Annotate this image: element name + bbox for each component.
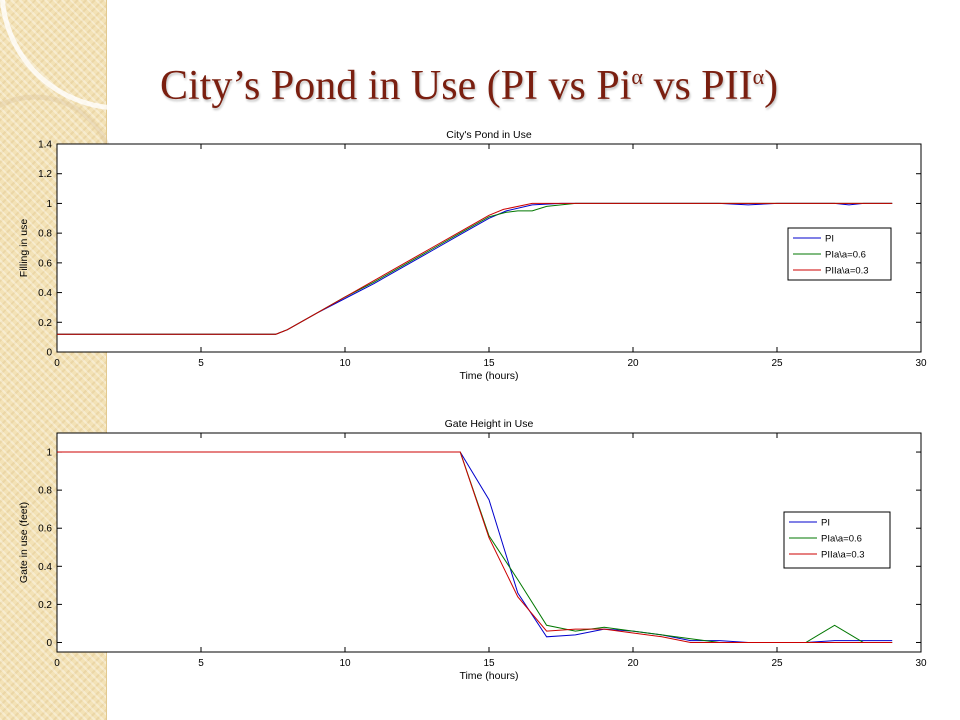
chart1-ytick-label: 0.2 <box>38 318 52 329</box>
chart2-xtick-label: 25 <box>771 658 783 669</box>
chart2-group: Gate Height in Use 0 5 10 15 20 25 30 0 0.2 0.4 0.6… <box>18 418 927 682</box>
chart2-legend-label-1: PIa\a=0.6 <box>821 534 862 545</box>
chart2-ytick-label: 0.6 <box>38 524 52 535</box>
chart1-ytick-label: 1.4 <box>38 140 52 151</box>
chart1-ylabel: Filling in use <box>18 219 30 278</box>
chart1-ytick-label: 0.6 <box>38 258 52 269</box>
chart1-xtick-label: 25 <box>771 358 783 369</box>
chart2-legend: PI PIa\a=0.6 PIIa\a=0.3 <box>783 511 891 569</box>
chart2-ytick-label: 0 <box>46 638 52 649</box>
chart1-xtick-label: 20 <box>627 358 639 369</box>
chart1-xtick-label: 5 <box>198 358 204 369</box>
chart1-xtick-label: 10 <box>339 358 351 369</box>
chart1-xtick-label: 15 <box>483 358 495 369</box>
slide-title: City’s Pond in Use (PI vs Piα vs PIIα) <box>160 62 778 110</box>
chart2-xtick-label: 5 <box>198 658 204 669</box>
side-decorative-band <box>0 0 107 720</box>
chart2-xtick-label: 0 <box>54 658 60 669</box>
chart2-series-line-1 <box>57 451 893 643</box>
chart1-ytick-label: 1.2 <box>38 169 52 180</box>
chart2-xtick-label: 20 <box>627 658 639 669</box>
chart2-plot-frame <box>56 432 922 653</box>
chart1-ytick-label: 0.8 <box>38 229 52 240</box>
title-mid: vs PII <box>642 63 753 109</box>
title-alpha-1: α <box>631 64 643 89</box>
chart1-legend-label-0: PI <box>825 234 834 245</box>
title-end: ) <box>764 63 779 109</box>
chart2-title: Gate Height in Use <box>445 418 534 430</box>
chart2-ytick-label: 1 <box>46 448 52 459</box>
chart2-xlabel: Time (hours) <box>459 670 518 682</box>
title-alpha-2: α <box>752 64 765 89</box>
chart1-legend-label-1: PIa\a=0.6 <box>825 250 866 261</box>
chart1-series-line-2 <box>57 202 893 335</box>
chart1-ytick-label: 0 <box>46 348 52 359</box>
chart2-legend-box <box>783 511 891 569</box>
title-main: City’s Pond in Use (PI vs Pi <box>160 63 632 109</box>
chart1-xtick-label: 30 <box>915 358 927 369</box>
chart1-title: City's Pond in Use <box>446 129 532 141</box>
chart1-legend: PI PIa\a=0.6 PIIa\a=0.3 <box>787 227 892 281</box>
chart2-ylabel: Gate in use (feet) <box>18 502 30 583</box>
chart2-series-line-2 <box>57 451 893 643</box>
chart2-legend-label-2: PIIa\a=0.3 <box>821 550 865 561</box>
chart2-ytick-label: 0.8 <box>38 486 52 497</box>
chart2-xtick-label: 30 <box>915 658 927 669</box>
chart1-plot-frame <box>56 143 922 353</box>
chart1-xlabel: Time (hours) <box>459 370 518 382</box>
chart1-group: City's Pond in Use 0 5 10 15 20 25 30 0 0.2 0.4 0.6… <box>18 129 927 382</box>
chart2-xtick-label: 15 <box>483 658 495 669</box>
chart1-xtick-label: 0 <box>54 358 60 369</box>
chart2-xtick-label: 10 <box>339 658 351 669</box>
chart1-ytick-label: 1 <box>46 199 52 210</box>
chart2-ytick-label: 0.2 <box>38 600 52 611</box>
chart1-legend-label-2: PIIa\a=0.3 <box>825 266 869 277</box>
chart2-ytick-label: 0.4 <box>38 562 52 573</box>
chart2-legend-label-0: PI <box>821 518 830 529</box>
chart1-ytick-label: 0.4 <box>38 288 52 299</box>
